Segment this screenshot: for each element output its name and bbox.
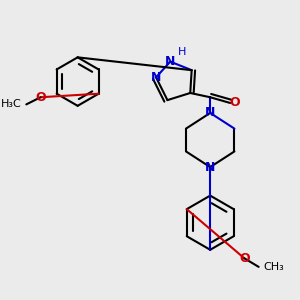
Text: H: H [178,46,186,57]
Text: N: N [165,55,175,68]
Text: O: O [239,252,250,265]
Text: O: O [229,97,240,110]
Text: N: N [205,160,215,174]
Text: H₃C: H₃C [0,99,21,110]
Text: N: N [151,71,161,84]
Text: N: N [205,106,215,119]
Text: O: O [35,91,46,104]
Text: CH₃: CH₃ [264,262,284,272]
